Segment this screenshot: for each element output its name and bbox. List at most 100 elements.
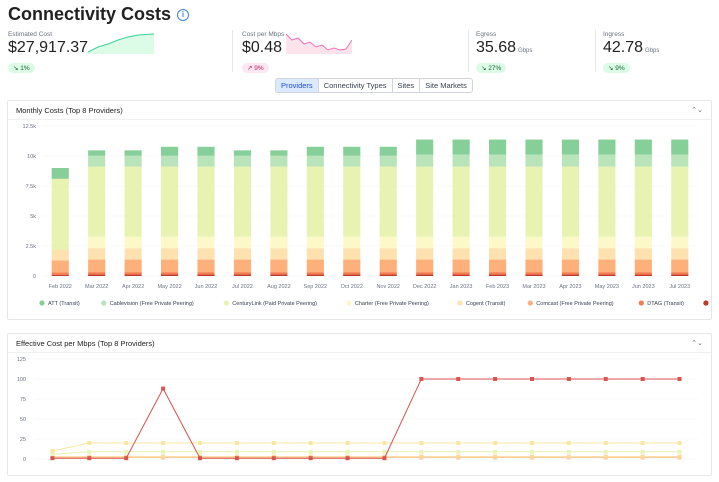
bar-segment bbox=[671, 259, 689, 273]
series-point bbox=[456, 454, 461, 459]
bar-segment bbox=[488, 236, 507, 249]
bar-segment bbox=[525, 248, 543, 260]
series-point bbox=[87, 441, 92, 445]
metric-label: Estimated Cost bbox=[8, 31, 53, 38]
bar-segment bbox=[343, 155, 361, 167]
bar-segment bbox=[124, 166, 142, 237]
x-tick-label: Mar 2023 bbox=[522, 284, 545, 290]
bar-segment bbox=[88, 248, 106, 260]
series-point bbox=[161, 386, 166, 391]
series-point bbox=[87, 456, 92, 461]
metric-value: 42.78 bbox=[603, 39, 644, 56]
bar-segment bbox=[88, 236, 106, 249]
series-line bbox=[52, 378, 680, 459]
metric-egress: Egress 35.68 Gbps ↘ 27% bbox=[476, 31, 532, 75]
bar-segment bbox=[634, 166, 652, 237]
x-tick-label: Sep 2022 bbox=[304, 284, 328, 290]
x-tick-label: Nov 2022 bbox=[376, 284, 400, 290]
series-point bbox=[198, 441, 202, 445]
series-point bbox=[308, 449, 313, 454]
panel-title: Effective Cost per Mbps (Top 8 Providers… bbox=[16, 338, 155, 348]
series-point bbox=[345, 456, 350, 461]
y-tick-label: 10k bbox=[27, 154, 36, 160]
series-point bbox=[640, 449, 645, 454]
bar-segment bbox=[634, 259, 652, 273]
tab-providers[interactable]: Providers bbox=[276, 79, 319, 92]
bar-segment bbox=[379, 236, 397, 249]
bar-segment bbox=[488, 139, 507, 155]
bar-segment bbox=[416, 248, 434, 260]
series-point bbox=[530, 377, 534, 381]
bar-segment bbox=[488, 274, 507, 276]
bar-segment bbox=[51, 260, 69, 273]
bar-segment bbox=[160, 166, 179, 237]
bar-segment bbox=[525, 139, 543, 155]
bar-segment bbox=[160, 236, 179, 249]
bar-segment bbox=[306, 259, 324, 273]
bar-segment bbox=[233, 259, 252, 273]
series-point bbox=[124, 456, 129, 461]
bar-segment bbox=[452, 154, 470, 167]
bar-segment bbox=[306, 166, 324, 237]
series-point bbox=[50, 449, 55, 453]
y-tick-label: 0 bbox=[33, 274, 36, 280]
series-point bbox=[603, 449, 608, 454]
legend-label: Charter (Free Private Peering) bbox=[355, 301, 429, 307]
bar-segment bbox=[88, 259, 106, 273]
x-tick-label: Oct 2022 bbox=[341, 284, 363, 290]
bar-segment bbox=[561, 248, 580, 260]
metric-value: 35.68 bbox=[476, 39, 517, 56]
series-point bbox=[456, 449, 461, 454]
legend-label: Comcast (Free Private Peering) bbox=[536, 301, 613, 307]
x-tick-label: Jun 2022 bbox=[195, 284, 218, 290]
legend-marker bbox=[457, 300, 463, 306]
series-point bbox=[308, 441, 313, 445]
expand-icon[interactable]: ⌃⌄ bbox=[691, 107, 703, 114]
tab-sites[interactable]: Sites bbox=[393, 79, 421, 92]
bar-segment bbox=[671, 236, 689, 249]
bar-segment bbox=[671, 139, 689, 155]
series-point bbox=[234, 456, 239, 461]
bar-segment bbox=[124, 248, 142, 260]
bar-segment bbox=[416, 272, 434, 275]
tab-site-markets[interactable]: Site Markets bbox=[425, 81, 467, 90]
bar-segment bbox=[634, 274, 652, 276]
series-point bbox=[161, 441, 166, 445]
bar-segment bbox=[51, 274, 69, 276]
bar-segment bbox=[452, 236, 470, 249]
tab-connectivity-types[interactable]: Connectivity Types bbox=[319, 79, 393, 92]
series-point bbox=[234, 441, 239, 445]
series-point bbox=[677, 441, 682, 445]
bar-segment bbox=[270, 150, 288, 156]
bar-segment bbox=[270, 272, 288, 275]
bar-segment bbox=[561, 272, 580, 275]
legend-label: CenturyLink (Paid Private Peering) bbox=[232, 301, 317, 307]
metric-label: Cost per Mbps bbox=[242, 31, 285, 38]
bar-segment bbox=[598, 274, 616, 276]
series-point bbox=[382, 449, 387, 454]
bar-segment bbox=[197, 155, 215, 167]
bar-segment bbox=[233, 166, 252, 237]
bar-segment bbox=[197, 166, 215, 237]
info-icon[interactable]: i bbox=[177, 8, 190, 21]
bar-segment bbox=[233, 150, 252, 156]
bar-segment bbox=[233, 272, 252, 275]
expand-icon[interactable]: ⌃⌄ bbox=[691, 340, 703, 347]
bar-segment bbox=[124, 259, 142, 273]
x-tick-label: Jan 2023 bbox=[450, 284, 473, 290]
bar-segment bbox=[343, 236, 361, 249]
metric-label: Egress bbox=[476, 31, 497, 38]
bar-segment bbox=[598, 248, 616, 260]
series-point bbox=[493, 377, 498, 381]
series-point bbox=[566, 449, 571, 454]
series-point bbox=[419, 454, 424, 459]
bar-segment bbox=[598, 139, 616, 155]
bar-segment bbox=[598, 272, 616, 275]
bar-segment bbox=[561, 166, 580, 237]
bar-segment bbox=[452, 139, 470, 155]
series-point bbox=[124, 441, 129, 445]
series-point bbox=[124, 449, 129, 454]
bar-segment bbox=[160, 146, 179, 156]
metric-ingress: Ingress 42.78 Gbps ↘ 9% bbox=[603, 31, 659, 75]
metric-change-badge: ↘ 1% bbox=[8, 63, 35, 73]
